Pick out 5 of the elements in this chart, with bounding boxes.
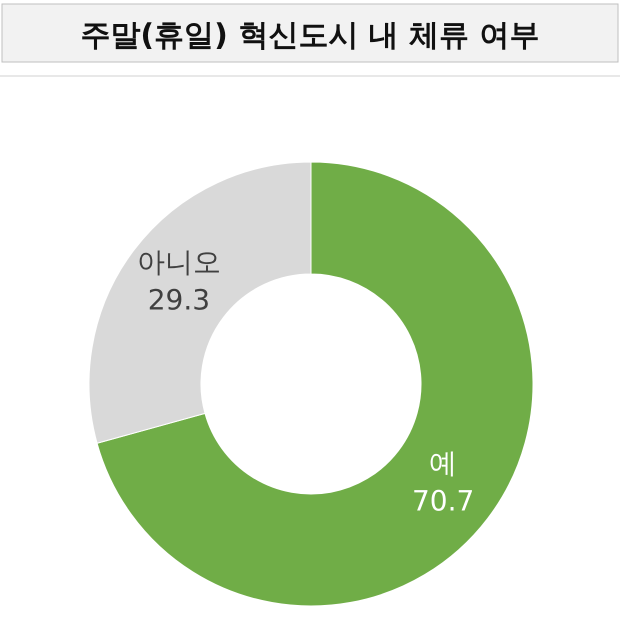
data-label: 29.3 bbox=[148, 284, 210, 316]
data-label: 70.7 bbox=[412, 484, 474, 518]
chart-title: 주말(휴일) 혁신도시 내 체류 여부 bbox=[80, 18, 540, 53]
slice-label: 아니오 bbox=[136, 246, 221, 278]
slice-label: 예 bbox=[429, 446, 458, 480]
